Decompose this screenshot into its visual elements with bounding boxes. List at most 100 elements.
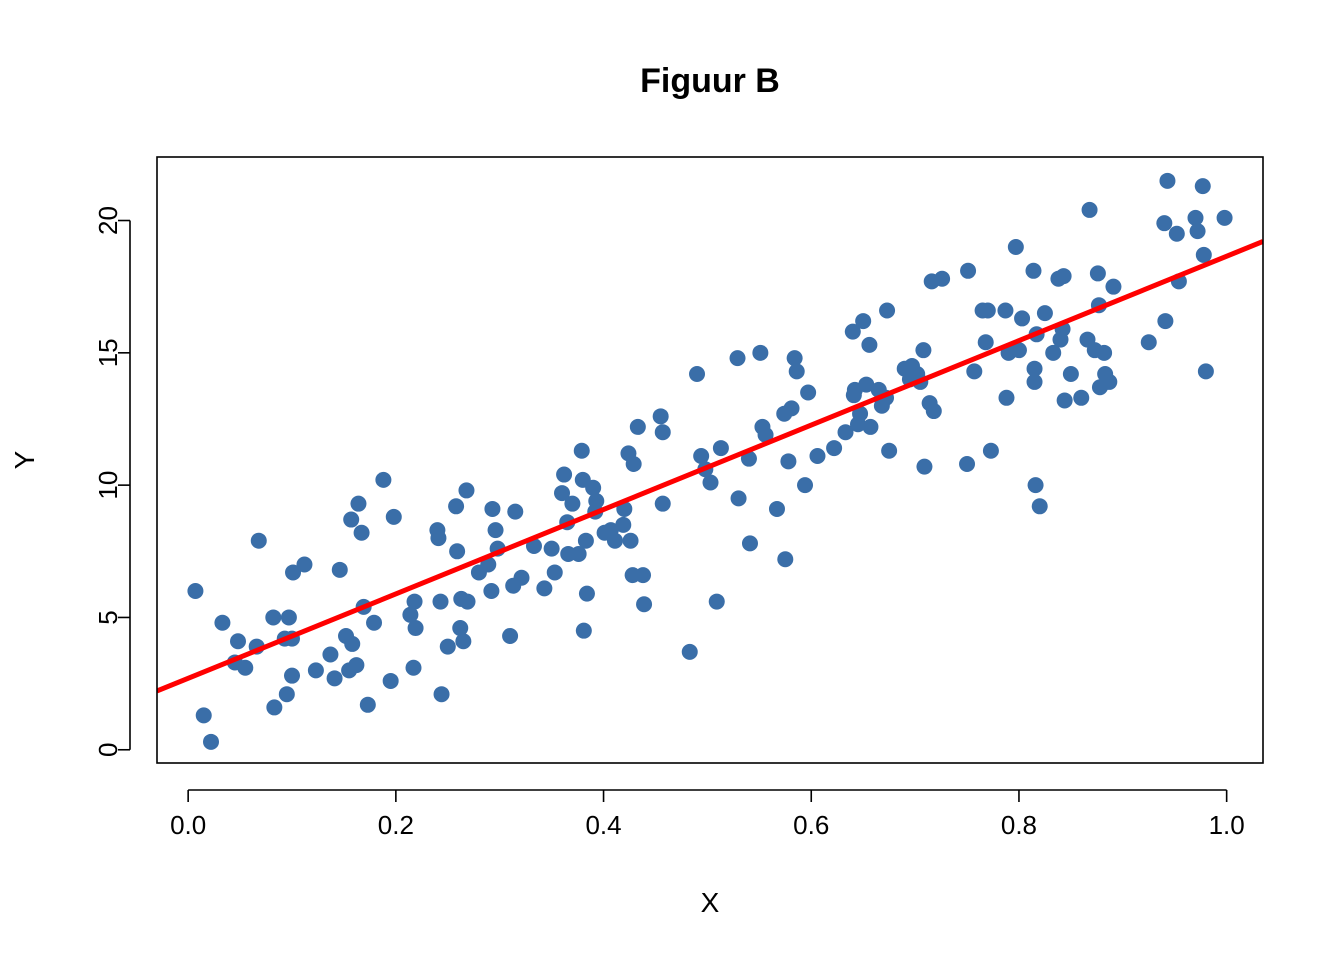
data-point [977, 334, 994, 351]
data-point [385, 508, 402, 525]
plot-frame [156, 156, 1264, 764]
data-point [214, 614, 231, 631]
data-point [768, 500, 785, 517]
data-point [353, 524, 370, 541]
data-point [1045, 344, 1062, 361]
data-point [809, 448, 826, 465]
data-point [757, 426, 774, 443]
x-tick-label: 0.2 [378, 810, 414, 840]
data-point [1014, 310, 1031, 327]
data-point [1140, 334, 1157, 351]
data-point [915, 342, 932, 359]
data-point [786, 350, 803, 367]
data-point [570, 545, 587, 562]
data-point [1195, 246, 1212, 263]
data-point [296, 556, 313, 573]
data-point [1157, 313, 1174, 330]
data-point [588, 493, 605, 510]
data-point [331, 561, 348, 578]
data-point [982, 442, 999, 459]
data-point [959, 455, 976, 472]
data-point [622, 532, 639, 549]
data-point [1026, 373, 1043, 390]
data-point [573, 442, 590, 459]
data-point [1156, 215, 1173, 232]
data-point [852, 405, 869, 422]
data-point [1194, 178, 1211, 195]
data-point [881, 442, 898, 459]
data-point [432, 593, 449, 610]
data-point [359, 696, 376, 713]
data-point [979, 302, 996, 319]
data-point [1216, 209, 1233, 226]
data-point [741, 535, 758, 552]
data-point [1007, 238, 1024, 255]
data-point [402, 606, 419, 623]
y-tick-label: 0 [93, 743, 123, 757]
data-point [543, 540, 560, 557]
data-point [195, 707, 212, 724]
data-point [730, 490, 747, 507]
data-point [1073, 389, 1090, 406]
data-point [536, 580, 553, 597]
data-point [777, 551, 794, 568]
data-point [1159, 172, 1176, 189]
data-point [284, 667, 301, 684]
data-point [681, 643, 698, 660]
data-point [635, 567, 652, 584]
data-point [430, 530, 447, 547]
data-point [652, 408, 669, 425]
data-point [448, 498, 465, 515]
data-point [615, 516, 632, 533]
data-point [1025, 262, 1042, 279]
data-point [1036, 305, 1053, 322]
x-axis-label: X [701, 887, 720, 918]
data-point [1096, 344, 1113, 361]
data-point [837, 424, 854, 441]
data-point [280, 609, 297, 626]
data-point [326, 670, 343, 687]
data-point [934, 270, 951, 287]
data-point [502, 627, 519, 644]
data-point [375, 471, 392, 488]
data-point [966, 363, 983, 380]
data-point [433, 686, 450, 703]
data-point [578, 585, 595, 602]
data-point [350, 495, 367, 512]
data-point [449, 543, 466, 560]
data-point [729, 350, 746, 367]
data-point [285, 564, 302, 581]
chart-title: Figuur B [640, 62, 780, 100]
y-tick-label: 15 [93, 338, 123, 367]
data-point [250, 532, 267, 549]
data-point [344, 635, 361, 652]
regression-line-layer [157, 239, 1263, 694]
data-point [405, 659, 422, 676]
data-point [507, 503, 524, 520]
data-point [343, 511, 360, 528]
data-point [230, 633, 247, 650]
data-point [564, 495, 581, 512]
data-point [577, 532, 594, 549]
data-point [459, 593, 476, 610]
data-point [636, 596, 653, 613]
data-point [629, 418, 646, 435]
y-tick-label: 5 [93, 610, 123, 624]
data-point [1189, 223, 1206, 240]
data-point [483, 582, 500, 599]
x-tick-label: 0.8 [1001, 810, 1037, 840]
data-point [861, 336, 878, 353]
data-points [187, 172, 1233, 750]
data-point [237, 659, 254, 676]
data-point [712, 440, 729, 457]
data-point [1168, 225, 1185, 242]
data-point [1062, 365, 1079, 382]
data-point [689, 365, 706, 382]
x-tick-label: 0.6 [793, 810, 829, 840]
data-point [960, 262, 977, 279]
data-point [382, 672, 399, 689]
data-point [266, 699, 283, 716]
data-point [1026, 360, 1043, 377]
data-point [348, 657, 365, 674]
